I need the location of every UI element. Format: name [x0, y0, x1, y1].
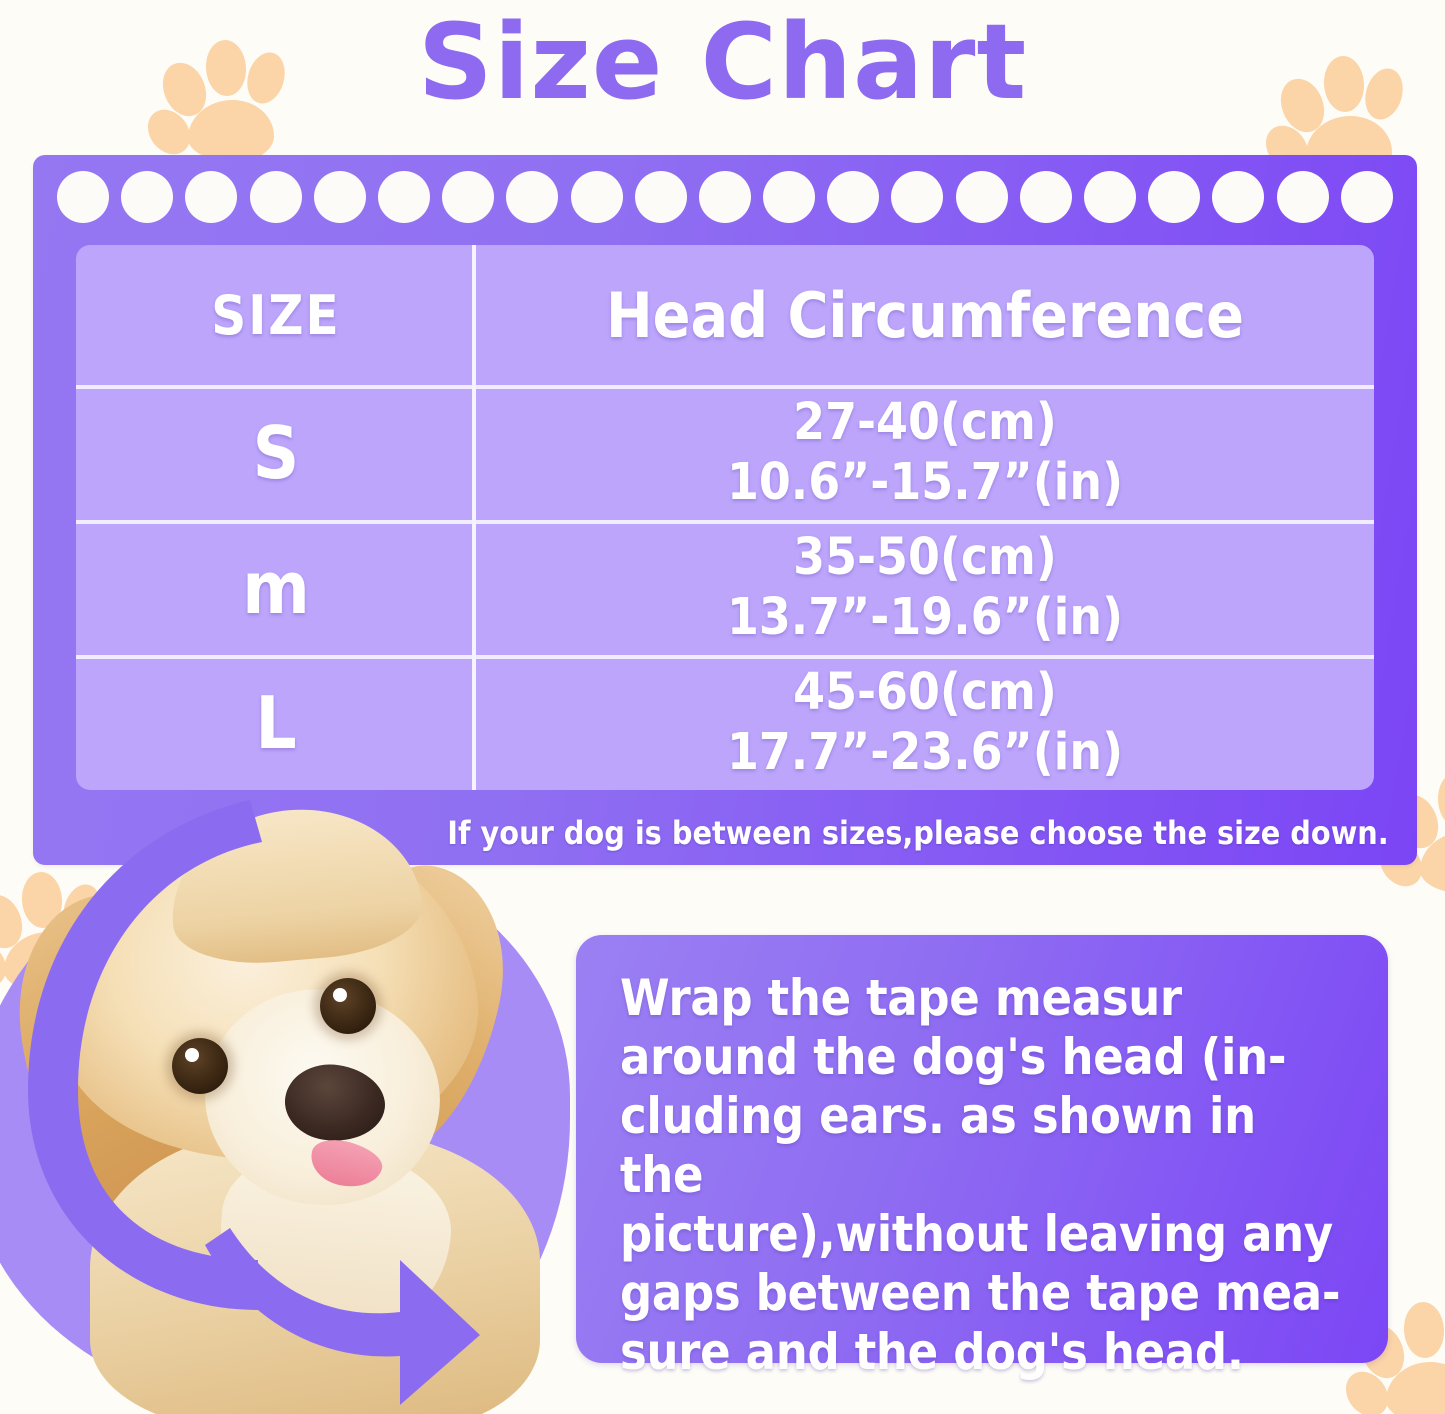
paw-print-icon-right [1371, 760, 1445, 895]
size-value: m [242, 545, 310, 630]
table-header-row: SIZE Head Circumference [76, 245, 1374, 385]
scallop-dot [634, 171, 687, 223]
scallop-dot [1019, 171, 1072, 223]
size-chart-card: SIZE Head Circumference S 27-40(cm) 10.6… [33, 155, 1417, 865]
table-cell-size: m [76, 520, 476, 655]
table-row: L 45-60(cm) 17.7”-23.6”(in) [76, 655, 1374, 790]
scallop-dot [1148, 171, 1201, 223]
dog-eye-left [172, 1038, 228, 1094]
paw-print-icon-bottom-right [1337, 1290, 1445, 1414]
instruction-line: gaps between the tape mea- [620, 1264, 1341, 1322]
measurement-instruction-box: Wrap the tape measur around the dog's he… [576, 935, 1388, 1381]
column-header-head-circumference: Head Circumference [605, 278, 1244, 352]
page-title: Size Chart [417, 1, 1028, 123]
scallop-dot [763, 171, 816, 223]
table-row: m 35-50(cm) 13.7”-19.6”(in) [76, 520, 1374, 655]
scallop-dot [827, 171, 880, 223]
size-table: SIZE Head Circumference S 27-40(cm) 10.6… [76, 245, 1374, 790]
table-cell-measurement: 45-60(cm) 17.7”-23.6”(in) [476, 655, 1374, 790]
table-header-cell-measurement: Head Circumference [476, 245, 1374, 385]
measurement-inch: 10.6”-15.7”(in) [726, 452, 1124, 512]
scallop-dot [57, 171, 109, 223]
scallop-dot [185, 171, 238, 223]
scallop-dot [1212, 171, 1265, 223]
scallop-dot [506, 171, 559, 223]
scallop-dot [442, 171, 495, 223]
instruction-line: sure and the dog's head. [620, 1323, 1244, 1381]
scallop-dot [249, 171, 302, 223]
table-cell-measurement: 27-40(cm) 10.6”-15.7”(in) [476, 385, 1374, 520]
instruction-line: picture),without leaving any [620, 1205, 1333, 1263]
measurement-cm: 45-60(cm) [793, 662, 1057, 722]
measurement-cm: 35-50(cm) [793, 527, 1057, 587]
dog-illustration [1, 799, 550, 1414]
scallop-dot [955, 171, 1008, 223]
scallop-dot [377, 171, 430, 223]
paw-print-icon-top-left [139, 28, 291, 163]
instruction-line: Wrap the tape measur [620, 969, 1182, 1027]
scallop-dot [891, 171, 944, 223]
table-cell-size: S [76, 385, 476, 520]
scallop-dot [1276, 171, 1329, 223]
dog-photo [0, 790, 600, 1414]
measurement-cm: 27-40(cm) [793, 392, 1057, 452]
table-cell-size: L [76, 655, 476, 790]
instruction-line: around the dog's head (in- [620, 1028, 1287, 1086]
table-header-cell-size: SIZE [76, 245, 476, 385]
scallop-decoration [57, 171, 1393, 223]
scallop-dot [121, 171, 174, 223]
instruction-line: cluding ears. as shown in the [620, 1087, 1256, 1204]
dog-eye-right [320, 978, 376, 1034]
size-footnote: If your dog is between sizes,please choo… [447, 813, 1389, 852]
measurement-inch: 17.7”-23.6”(in) [726, 722, 1124, 782]
scallop-dot [570, 171, 623, 223]
table-cell-measurement: 35-50(cm) 13.7”-19.6”(in) [476, 520, 1374, 655]
scallop-dot [698, 171, 751, 223]
size-value: L [255, 680, 297, 765]
table-row: S 27-40(cm) 10.6”-15.7”(in) [76, 385, 1374, 520]
measurement-inch: 13.7”-19.6”(in) [726, 587, 1124, 647]
scallop-dot [313, 171, 366, 223]
scallop-dot [1340, 171, 1393, 223]
column-header-size: SIZE [211, 283, 341, 347]
size-value: S [252, 410, 300, 495]
scallop-dot [1084, 171, 1136, 223]
